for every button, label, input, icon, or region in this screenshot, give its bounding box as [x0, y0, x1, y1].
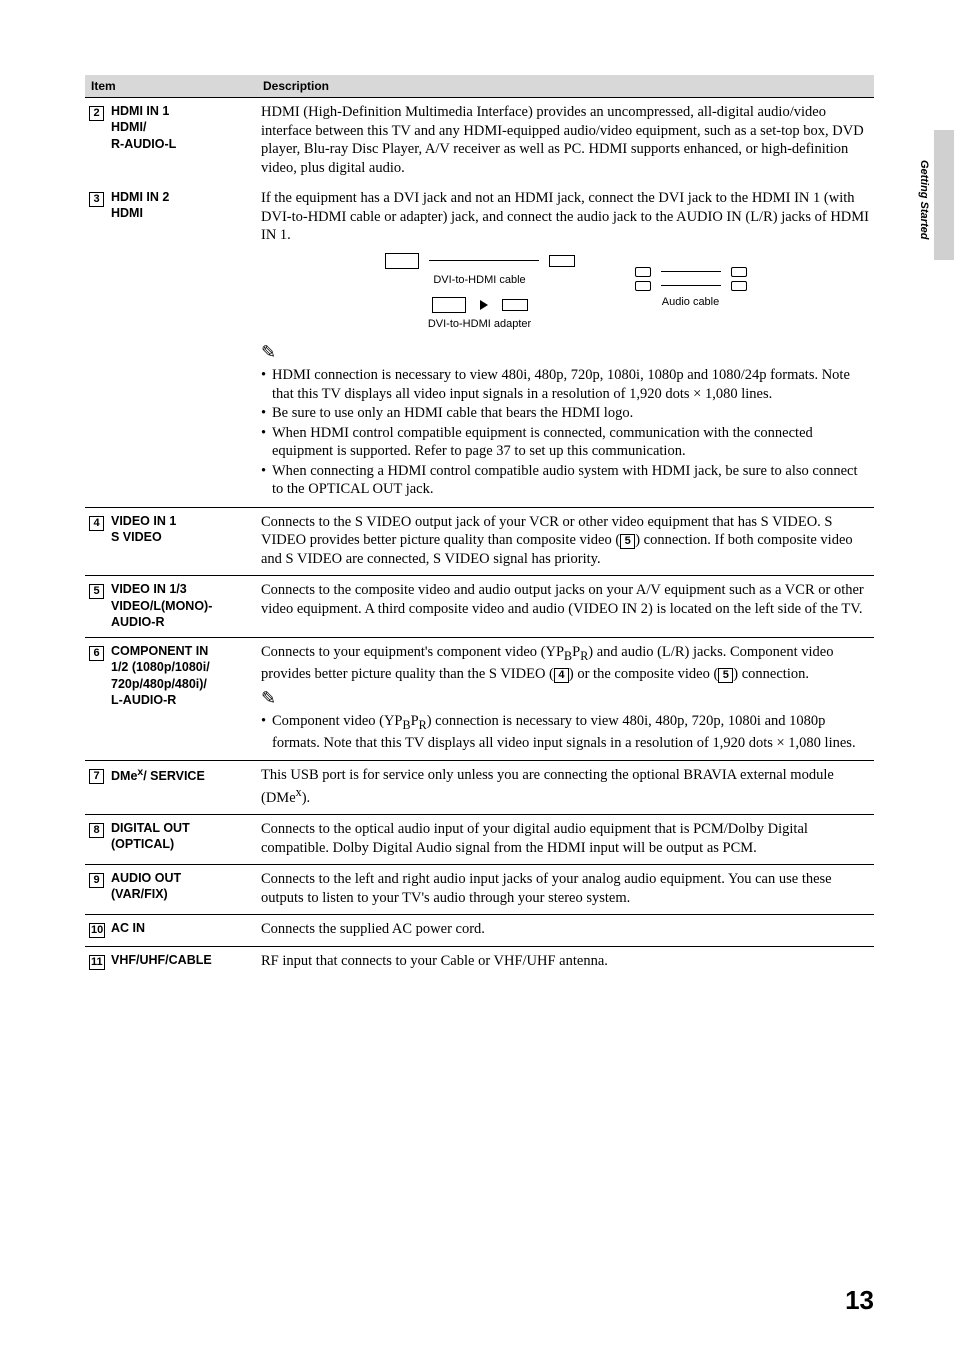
hdmi-adapter-icon [502, 299, 528, 311]
row-description: Connects to the S VIDEO output jack of y… [257, 507, 874, 576]
row-number-cell: 3 [85, 184, 107, 507]
row-number-box: 10 [89, 923, 105, 938]
side-tab [934, 130, 954, 260]
row-item-name: HDMI IN 1HDMI/R-AUDIO-L [107, 98, 257, 185]
side-section-label: Getting Started [918, 160, 930, 239]
row-item-name: AUDIO OUT(VAR/FIX) [107, 865, 257, 915]
row-item-name: AC IN [107, 915, 257, 947]
cable-diagram: DVI-to-HDMI cable DVI-to-HDMI adapter Audi… [261, 253, 870, 331]
row-item-name: HDMI IN 2HDMI [107, 184, 257, 507]
row-description: Connects the supplied AC power cord. [257, 915, 874, 947]
hdmi-plug-icon [549, 255, 575, 267]
row-number-cell: 5 [85, 576, 107, 638]
rca-plug-icon [731, 267, 747, 277]
arrow-icon [476, 298, 492, 312]
row-item-name: DMex/ SERVICE [107, 761, 257, 815]
note-icon: ✎ [261, 341, 276, 364]
row-number-box: 6 [89, 646, 104, 661]
row-number-cell: 6 [85, 638, 107, 761]
rca-plug-icon [731, 281, 747, 291]
row-number-cell: 11 [85, 946, 107, 977]
row-number-box: 7 [89, 769, 104, 784]
dvi-cable-label: DVI-to-HDMI cable [385, 273, 575, 287]
rca-plug-icon [635, 281, 651, 291]
note-item: Be sure to use only an HDMI cable that b… [261, 404, 870, 423]
note-icon: ✎ [261, 687, 276, 710]
row-number-cell: 4 [85, 507, 107, 576]
row-description: If the equipment has a DVI jack and not … [257, 184, 874, 507]
ref-box-5: 5 [620, 534, 635, 549]
dvi-adapter-label: DVI-to-HDMI adapter [385, 317, 575, 331]
row-number-box: 2 [89, 106, 104, 121]
row-number-cell: 2 [85, 98, 107, 185]
row-number-box: 9 [89, 873, 104, 888]
note-list: HDMI connection is necessary to view 480… [261, 366, 870, 499]
audio-cable-label: Audio cable [635, 295, 747, 309]
note-item: HDMI connection is necessary to view 480… [261, 366, 870, 403]
row-number-cell: 7 [85, 761, 107, 815]
row-number-box: 3 [89, 192, 104, 207]
row-item-name: VIDEO IN 1/3VIDEO/L(MONO)-AUDIO-R [107, 576, 257, 638]
row-description: Connects to your equipment's component v… [257, 638, 874, 761]
row-description: This USB port is for service only unless… [257, 761, 874, 815]
connector-table: Item Description 2HDMI IN 1HDMI/R-AUDIO-… [85, 75, 874, 977]
row-number-box: 4 [89, 516, 104, 531]
header-desc: Description [257, 75, 874, 98]
row-number-cell: 10 [85, 915, 107, 947]
ref-box-4: 4 [554, 668, 569, 683]
row-description: Connects to the composite video and audi… [257, 576, 874, 638]
row-number-box: 5 [89, 584, 104, 599]
row-description: HDMI (High-Definition Multimedia Interfa… [257, 98, 874, 185]
page-number: 13 [845, 1285, 874, 1316]
header-item: Item [85, 75, 257, 98]
row-item-name: VIDEO IN 1S VIDEO [107, 507, 257, 576]
row-number-box: 8 [89, 823, 104, 838]
row-number-cell: 9 [85, 865, 107, 915]
note-item: Component video (YPBPR) connection is ne… [261, 712, 870, 752]
row-description: RF input that connects to your Cable or … [257, 946, 874, 977]
row-item-name: COMPONENT IN1/2 (1080p/1080i/720p/480p/4… [107, 638, 257, 761]
row-description: Connects to the left and right audio inp… [257, 865, 874, 915]
note-item: When HDMI control compatible equipment i… [261, 424, 870, 461]
row-item-name: DIGITAL OUT(OPTICAL) [107, 814, 257, 864]
note-item: When connecting a HDMI control compatibl… [261, 462, 870, 499]
row-item-name: VHF/UHF/CABLE [107, 946, 257, 977]
row-description: Connects to the optical audio input of y… [257, 814, 874, 864]
rca-plug-icon [635, 267, 651, 277]
dvi-plug-icon [385, 253, 419, 269]
row-number-box: 11 [89, 955, 105, 970]
ref-box-5b: 5 [718, 668, 733, 683]
row-number-cell: 8 [85, 814, 107, 864]
dvi-plug-icon [432, 297, 466, 313]
note-list: Component video (YPBPR) connection is ne… [261, 712, 870, 752]
